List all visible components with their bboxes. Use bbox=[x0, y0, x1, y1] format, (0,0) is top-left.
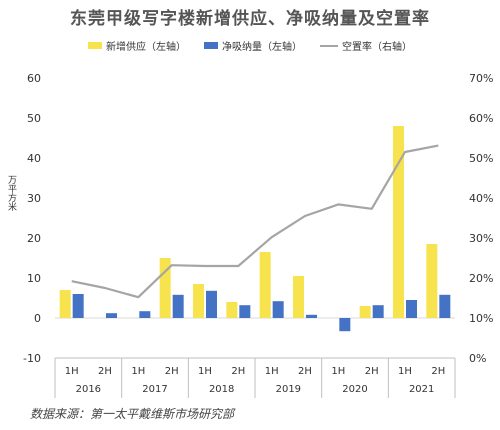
y-right-tick-label: 60% bbox=[469, 112, 493, 125]
x-tick-label: 2H bbox=[365, 366, 379, 377]
legend-item-vacancy: 空置率（右轴） bbox=[320, 38, 412, 53]
bar-absorption bbox=[139, 311, 151, 318]
bar-absorption bbox=[272, 301, 284, 318]
bar-supply bbox=[393, 126, 404, 318]
bar-absorption bbox=[72, 294, 84, 318]
bar-supply bbox=[359, 306, 371, 318]
bar-supply bbox=[226, 302, 238, 318]
x-tick-label: 1H bbox=[198, 366, 212, 377]
y-right-tick-label: 30% bbox=[469, 232, 493, 245]
bar-supply bbox=[159, 258, 171, 318]
y-left-tick-label: 60 bbox=[27, 72, 41, 85]
y-left-tick-label: 30 bbox=[27, 192, 41, 205]
bar-supply bbox=[59, 290, 71, 318]
y-axis-left-label: 万平方米 bbox=[6, 175, 16, 211]
x-tick-label: 2H bbox=[431, 366, 445, 377]
bar-absorption bbox=[339, 318, 351, 332]
bar-supply bbox=[193, 284, 204, 318]
data-source-note: 数据来源：第一太平戴维斯市场研究部 bbox=[30, 407, 235, 421]
x-tick-label: 1H bbox=[131, 366, 145, 377]
x-year-label: 2017 bbox=[142, 384, 167, 395]
legend-item-absorption: 净吸纳量（左轴） bbox=[204, 38, 302, 53]
bar-supply bbox=[293, 276, 304, 318]
y-right-tick-label: 40% bbox=[469, 192, 493, 205]
x-year-label: 2016 bbox=[76, 384, 101, 395]
bar-absorption bbox=[106, 313, 117, 318]
x-year-label: 2018 bbox=[209, 384, 234, 395]
y-left-tick-label: -10 bbox=[23, 352, 41, 365]
bar-supply bbox=[426, 244, 438, 318]
x-year-label: 2021 bbox=[409, 384, 434, 395]
bar-absorption bbox=[406, 300, 417, 318]
x-tick-label: 2H bbox=[98, 366, 112, 377]
y-right-tick-label: 20% bbox=[469, 272, 493, 285]
y-right-tick-label: 10% bbox=[469, 312, 493, 325]
legend-swatch-absorption bbox=[204, 42, 218, 49]
x-tick-label: 2H bbox=[165, 366, 179, 377]
y-right-tick-label: 50% bbox=[469, 152, 493, 165]
chart-title: 东莞甲级写字楼新增供应、净吸纳量及空置率 bbox=[70, 9, 430, 29]
x-tick-label: 1H bbox=[65, 366, 79, 377]
y-left-tick-label: 10 bbox=[27, 272, 41, 285]
legend-label-absorption: 净吸纳量（左轴） bbox=[222, 42, 302, 53]
bar-absorption bbox=[306, 314, 317, 318]
y-left-tick-label: 0 bbox=[34, 312, 41, 325]
x-year-label: 2019 bbox=[276, 384, 301, 395]
x-tick-label: 1H bbox=[398, 366, 412, 377]
x-year-label: 2020 bbox=[342, 384, 367, 395]
line-vacancy bbox=[71, 144, 439, 299]
bar-supply bbox=[259, 252, 271, 318]
x-tick-label: 1H bbox=[331, 366, 345, 377]
y-left-tick-label: 20 bbox=[27, 232, 41, 245]
legend-item-supply: 新增供应（左轴） bbox=[88, 38, 186, 53]
bar-absorption bbox=[439, 294, 451, 318]
bar-absorption bbox=[372, 305, 384, 318]
y-left-tick-label: 40 bbox=[27, 152, 41, 165]
y-right-tick-label: 0% bbox=[469, 352, 486, 365]
x-tick-label: 2H bbox=[231, 366, 245, 377]
y-right-tick-label: 70% bbox=[469, 72, 493, 85]
legend: 新增供应（左轴） 净吸纳量（左轴） 空置率（右轴） bbox=[0, 38, 500, 53]
legend-swatch-supply bbox=[88, 42, 102, 49]
legend-label-supply: 新增供应（左轴） bbox=[106, 42, 186, 53]
legend-swatch-vacancy bbox=[320, 44, 338, 47]
bar-absorption bbox=[172, 294, 184, 318]
x-tick-label: 2H bbox=[298, 366, 312, 377]
legend-label-vacancy: 空置率（右轴） bbox=[342, 42, 412, 53]
x-tick-label: 1H bbox=[265, 366, 279, 377]
bar-absorption bbox=[206, 290, 217, 318]
bar-absorption bbox=[239, 305, 251, 318]
y-left-tick-label: 50 bbox=[27, 112, 41, 125]
